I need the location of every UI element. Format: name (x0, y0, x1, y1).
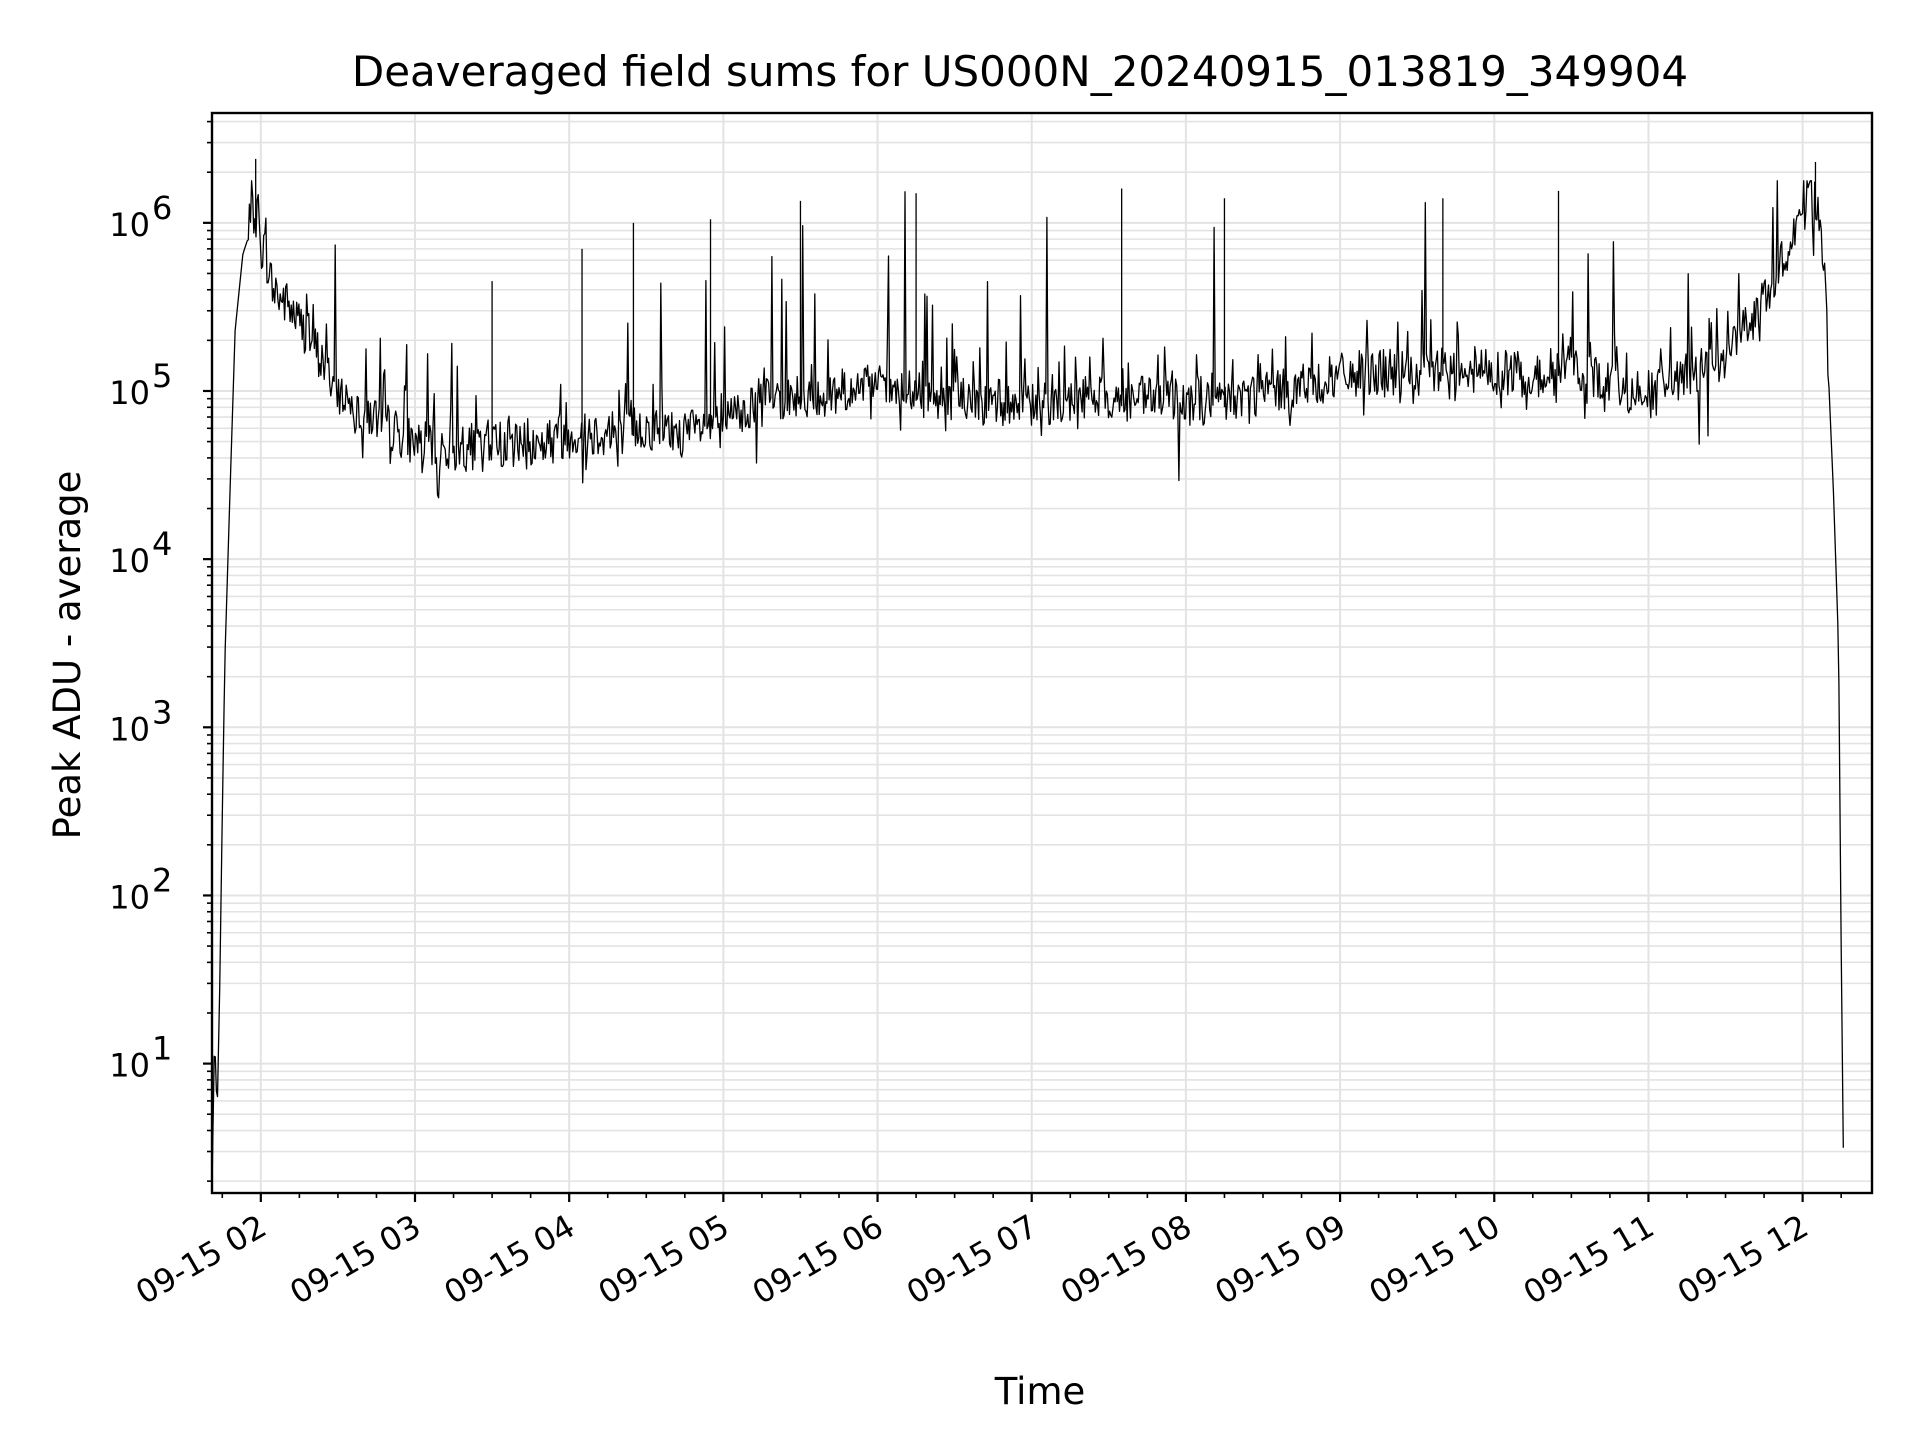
chart-title: Deaveraged field sums for US000N_2024091… (352, 47, 1688, 96)
plot-frame (210, 111, 1874, 1195)
y-tick-exponent: 5 (152, 357, 172, 395)
y-tick-label: 10 (109, 206, 150, 244)
y-tick-exponent: 2 (152, 861, 172, 899)
minor-gridlines (212, 120, 1872, 1182)
series-group (211, 158, 1844, 1189)
y-axis-label: Peak ADU - average (46, 471, 89, 840)
x-axis-label: Time (994, 1370, 1086, 1413)
y-tick-label: 10 (109, 1047, 150, 1085)
y-tick-exponent: 3 (152, 693, 172, 731)
y-tick-exponent: 1 (152, 1030, 172, 1068)
y-tick-label: 10 (109, 542, 150, 580)
y-tick-label: 10 (109, 374, 150, 412)
y-tick-exponent: 6 (152, 189, 172, 227)
series-line (211, 180, 1844, 1189)
y-tick-label: 10 (109, 878, 150, 916)
y-tick-exponent: 4 (152, 525, 172, 563)
y-tick-label: 10 (109, 710, 150, 748)
major-gridlines (212, 113, 1872, 1193)
